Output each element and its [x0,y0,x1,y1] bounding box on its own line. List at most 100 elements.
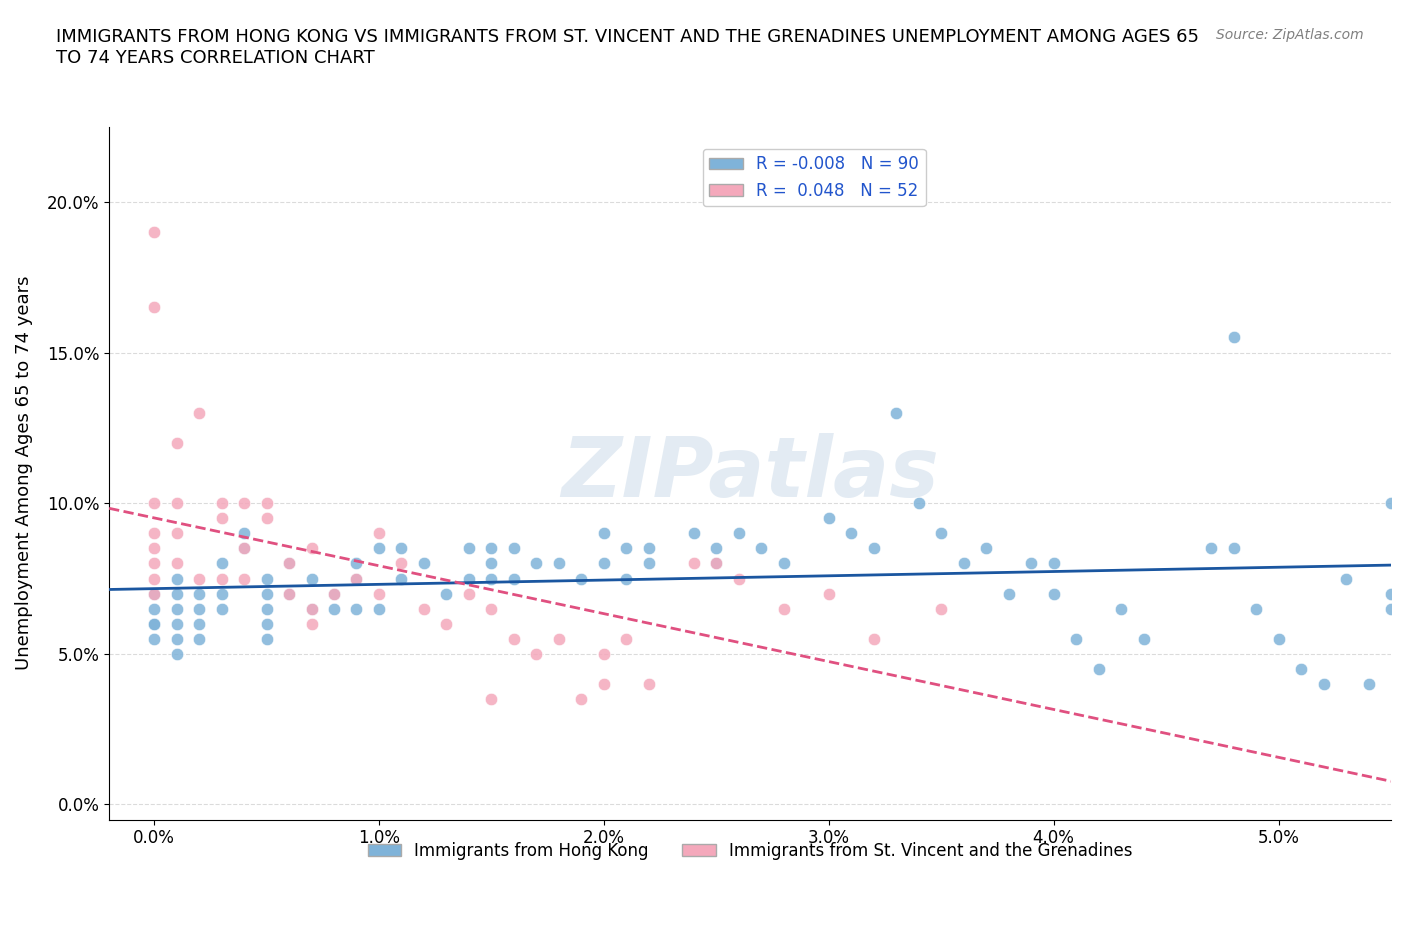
Point [233,541,256,556]
Point [592,556,614,571]
Point [346,571,368,586]
Point [301,541,323,556]
Point [166,435,188,450]
Point [614,631,637,646]
Point [503,631,526,646]
Point [143,225,166,240]
Point [727,571,749,586]
Point [323,586,346,601]
Legend: Immigrants from Hong Kong, Immigrants from St. Vincent and the Grenadines: Immigrants from Hong Kong, Immigrants fr… [361,835,1139,867]
Point [1222,541,1244,556]
Point [278,556,301,571]
Point [481,601,503,616]
Point [256,511,278,525]
Point [323,601,346,616]
Point [614,571,637,586]
Point [278,556,301,571]
Point [772,601,794,616]
Point [368,601,391,616]
Point [526,556,548,571]
Point [166,571,188,586]
Point [368,525,391,540]
Point [749,541,772,556]
Point [458,571,481,586]
Point [188,571,211,586]
Point [862,631,884,646]
Point [592,676,614,691]
Point [571,692,593,707]
Point [1334,571,1357,586]
Point [929,525,952,540]
Point [503,571,526,586]
Point [256,601,278,616]
Point [211,586,233,601]
Point [368,541,391,556]
Point [301,571,323,586]
Point [1379,601,1402,616]
Point [166,631,188,646]
Point [1019,556,1042,571]
Point [188,586,211,601]
Point [727,525,749,540]
Point [211,601,233,616]
Point [233,541,256,556]
Point [481,541,503,556]
Text: Source: ZipAtlas.com: Source: ZipAtlas.com [1216,28,1364,42]
Point [1132,631,1154,646]
Point [256,586,278,601]
Point [391,556,413,571]
Text: ZIPatlas: ZIPatlas [561,432,939,513]
Point [1357,676,1379,691]
Point [143,586,166,601]
Point [458,541,481,556]
Point [952,556,974,571]
Point [188,405,211,420]
Point [817,586,839,601]
Point [413,556,436,571]
Point [391,571,413,586]
Point [481,571,503,586]
Y-axis label: Unemployment Among Ages 65 to 74 years: Unemployment Among Ages 65 to 74 years [15,276,32,671]
Point [143,571,166,586]
Point [862,541,884,556]
Point [1087,661,1109,676]
Point [637,676,659,691]
Point [143,631,166,646]
Point [481,692,503,707]
Point [1312,676,1334,691]
Point [143,541,166,556]
Point [1042,586,1064,601]
Point [1379,586,1402,601]
Point [166,617,188,631]
Point [166,601,188,616]
Point [704,556,727,571]
Point [211,571,233,586]
Point [436,586,458,601]
Point [346,601,368,616]
Point [166,646,188,661]
Point [592,646,614,661]
Point [1244,601,1267,616]
Point [436,617,458,631]
Point [839,525,862,540]
Point [143,586,166,601]
Point [211,511,233,525]
Point [233,496,256,511]
Point [211,496,233,511]
Point [188,617,211,631]
Point [166,556,188,571]
Point [614,541,637,556]
Point [592,525,614,540]
Point [233,525,256,540]
Point [929,601,952,616]
Point [166,586,188,601]
Point [1267,631,1289,646]
Point [1064,631,1087,646]
Point [143,525,166,540]
Point [346,571,368,586]
Point [323,586,346,601]
Point [974,541,997,556]
Point [1109,601,1132,616]
Point [143,617,166,631]
Point [188,631,211,646]
